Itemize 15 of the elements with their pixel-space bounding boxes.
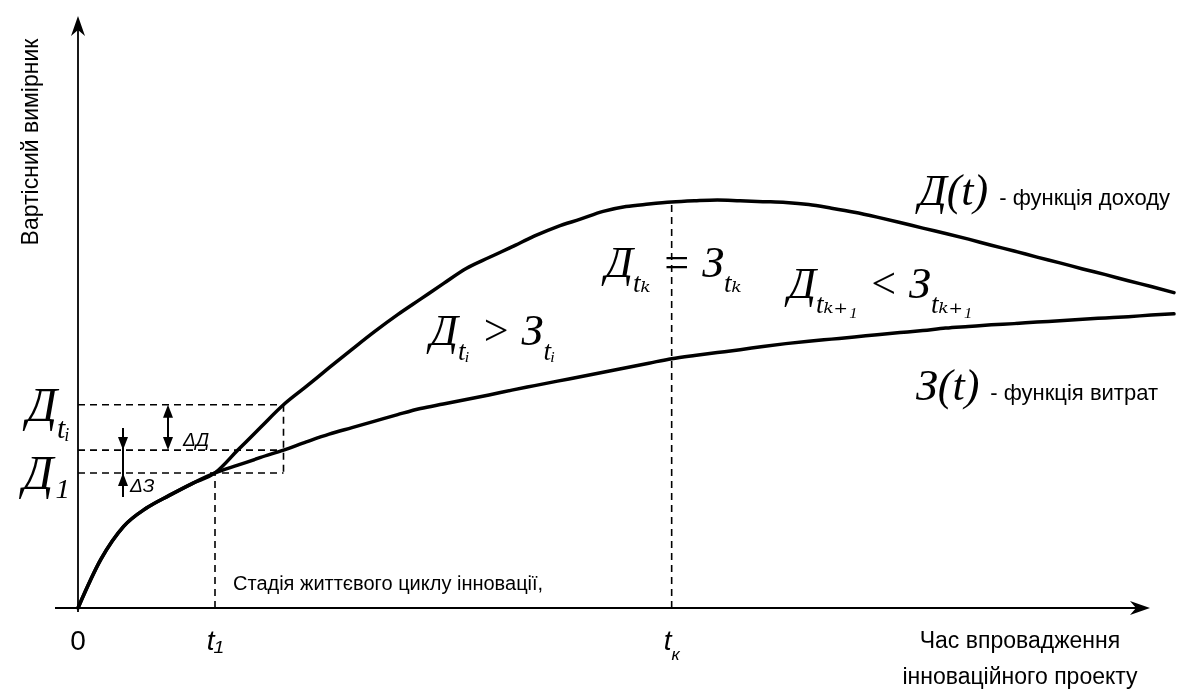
x-tick-label: 0 bbox=[70, 625, 86, 656]
series-label: З(t) - функція витрат bbox=[915, 360, 1158, 410]
x-axis-title: Час впровадження інноваційного проекту bbox=[902, 627, 1139, 689]
ref-line-label: Д₁ bbox=[18, 445, 70, 499]
annotation: Стадія життєвого циклу інновації, bbox=[233, 572, 544, 594]
ref-line-label: Д$_{tᵢ}$ bbox=[22, 377, 70, 444]
y-axis-title: Вартісний вимірник bbox=[17, 37, 43, 246]
x-tick-label: t$_{к}$ bbox=[663, 625, 681, 664]
annotation: ΔД bbox=[182, 429, 210, 450]
annotation: ΔЗ bbox=[129, 475, 155, 496]
annotation: Д$_{tₖ₊₁}$ < З$_{tₖ₊₁}$ bbox=[784, 259, 973, 319]
annotation: Д$_{tₖ}$ = З$_{tₖ}$ bbox=[601, 238, 742, 298]
annotation: Д$_{tᵢ}$ > З$_{tᵢ}$ bbox=[426, 306, 556, 366]
series-label: Д(t) - функція доходу bbox=[914, 166, 1170, 216]
x-tick-label: t₁ bbox=[206, 625, 224, 656]
